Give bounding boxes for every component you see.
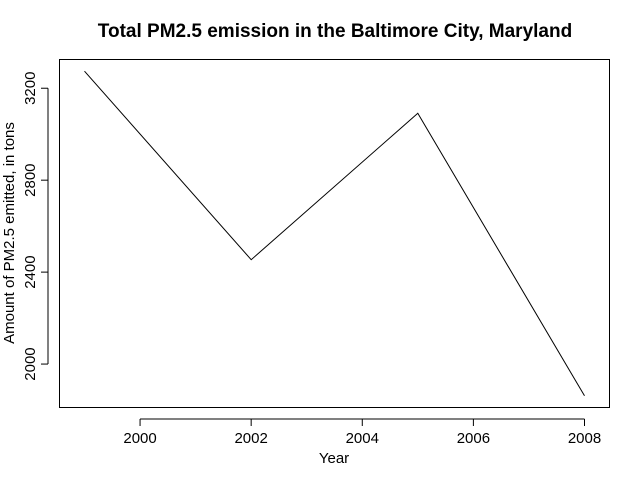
x-tick-label: 2004 [346, 430, 379, 447]
x-tick-label: 2002 [234, 430, 267, 447]
y-tick-label: 2400 [22, 255, 39, 288]
plot-area [59, 59, 610, 408]
y-axis-label: Amount of PM2.5 emitted, in tons [1, 122, 18, 344]
chart-title: Total PM2.5 emission in the Baltimore Ci… [98, 21, 572, 42]
series-line [84, 70, 585, 397]
x-tick-label: 2000 [123, 430, 156, 447]
x-tick-label: 2006 [457, 430, 490, 447]
y-tick-label: 3200 [22, 72, 39, 105]
x-axis: 2000 2002 2004 2006 2008 [123, 418, 601, 447]
y-tick-label: 2800 [22, 163, 39, 196]
y-axis: 2000 2400 2800 3200 [22, 72, 49, 381]
x-axis-label: Year [319, 450, 349, 467]
series-layer [84, 70, 585, 397]
x-tick-label: 2008 [568, 430, 601, 447]
y-tick-label: 2000 [22, 347, 39, 380]
